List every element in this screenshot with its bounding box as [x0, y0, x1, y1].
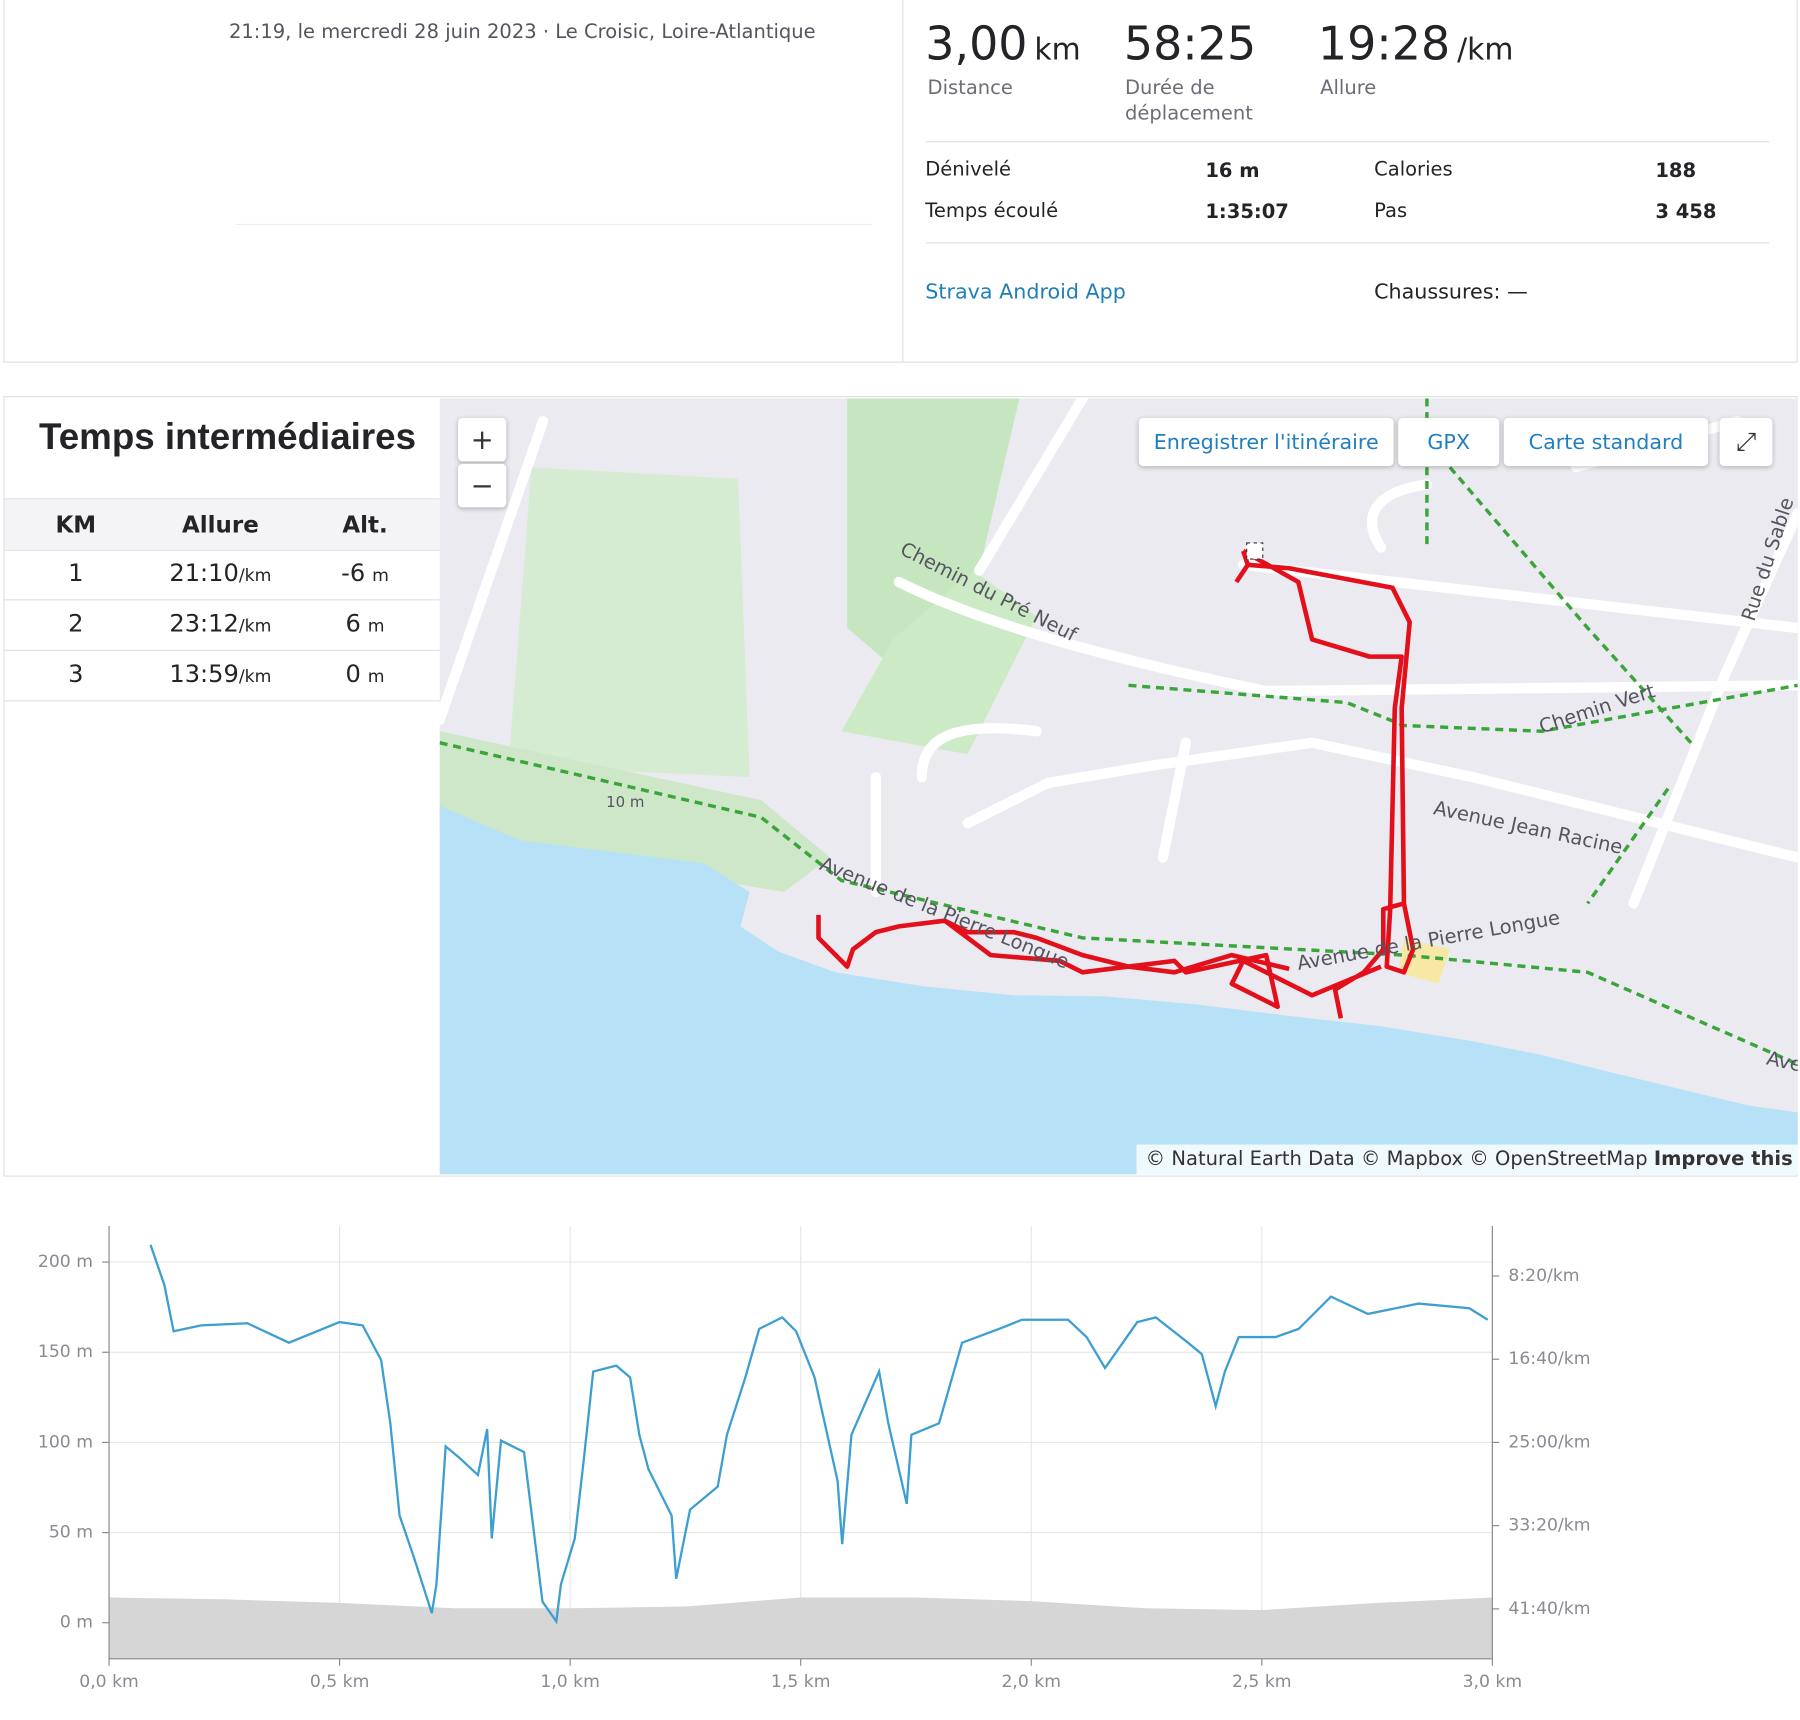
- device-link[interactable]: Strava Android App: [925, 280, 1126, 305]
- shoes: Chaussures: —: [1374, 280, 1528, 305]
- y2-tick-label: 8:20/km: [1508, 1266, 1579, 1286]
- attribution: © Natural Earth Data © Mapbox © OpenStre…: [1136, 1144, 1800, 1175]
- stat-label: Calories: [1374, 158, 1453, 182]
- alt-value: 6: [345, 609, 361, 638]
- attribution-text: © Natural Earth Data © Mapbox © OpenStre…: [1145, 1147, 1648, 1171]
- alt-unit: m: [367, 615, 385, 636]
- sea: [439, 805, 1798, 1175]
- park: [439, 731, 830, 892]
- row-divider: [4, 700, 440, 702]
- stat-label: Temps écoulé: [925, 199, 1059, 223]
- x-tick-label: 2,0 km: [1001, 1672, 1061, 1692]
- stat-value: 16 m: [1205, 159, 1260, 183]
- gpx-button[interactable]: GPX: [1398, 417, 1500, 467]
- divider: [902, 0, 904, 362]
- alt-unit: m: [367, 665, 385, 687]
- pace-value: 23:12: [169, 609, 239, 638]
- stat-label: Pas: [1374, 199, 1408, 223]
- elevation-area: [109, 1597, 1493, 1659]
- divider: [235, 223, 873, 226]
- split-pace: 13:59/km: [140, 660, 301, 688]
- y2-tick-label: 41:40/km: [1508, 1599, 1590, 1619]
- finish-flag: [1246, 542, 1264, 560]
- stat-value: 3,00 km: [925, 18, 1080, 71]
- zoom-out[interactable]: −: [458, 463, 507, 508]
- pace-unit: /km: [238, 665, 272, 687]
- stat-label: Durée de déplacement: [1125, 76, 1253, 126]
- elevation-pace-chart: 0,0 km 0,5 km 1,0 km 1,5 km 2,0 km 2,5 km 3,0 …: [38, 1226, 1591, 1692]
- column-header: KM: [55, 510, 97, 539]
- stat-label: Distance: [927, 76, 1013, 100]
- park: [508, 467, 750, 778]
- y-tick-label: 150 m: [38, 1342, 93, 1362]
- stat-value: 3 458: [1655, 200, 1717, 224]
- stat-unit: /km: [1457, 33, 1514, 68]
- summary-card: [3, 0, 1798, 363]
- x-tick-label: 3,0 km: [1463, 1672, 1523, 1692]
- zoom-in[interactable]: +: [458, 417, 507, 462]
- park: [847, 398, 1020, 663]
- column-header: Alt.: [342, 510, 388, 539]
- divider: [925, 141, 1770, 143]
- pace-unit: /km: [238, 564, 272, 586]
- split-km: 3: [68, 660, 84, 688]
- stat-value: 1:35:07: [1205, 200, 1289, 224]
- row-divider: [4, 649, 440, 651]
- y-tick-label: 0 m: [60, 1613, 93, 1633]
- splits-header: [4, 498, 440, 552]
- alt-value: -6: [341, 559, 366, 587]
- y-tick-label: 50 m: [49, 1523, 93, 1543]
- stat-label: Dénivelé: [925, 158, 1012, 182]
- split-pace: 23:12/km: [140, 610, 301, 638]
- splits-title: Temps intermédiaires: [39, 415, 417, 457]
- activity-date: 21:19, le mercredi 28 juin 2023 · Le Cro…: [228, 20, 816, 44]
- x-tick-label: 1,5 km: [771, 1672, 831, 1692]
- split-km: 1: [68, 559, 84, 587]
- improve-link[interactable]: Improve this map: [1653, 1147, 1800, 1171]
- alt-value: 0: [345, 660, 361, 688]
- stat-unit: km: [1034, 33, 1081, 68]
- map-style-button[interactable]: Carte standard: [1503, 417, 1709, 467]
- pace-unit: /km: [238, 615, 272, 636]
- split-pace: 21:10/km: [140, 559, 301, 587]
- x-tick-label: 2,5 km: [1232, 1672, 1292, 1692]
- row-divider: [4, 599, 440, 601]
- y2-tick-label: 33:20/km: [1508, 1516, 1590, 1536]
- contour-label: 10 m: [606, 793, 644, 811]
- y-tick-label: 100 m: [38, 1432, 93, 1452]
- pace-value: 21:10: [169, 559, 239, 587]
- alt-unit: m: [372, 564, 389, 586]
- fullscreen-button[interactable]: ⤢: [1719, 417, 1773, 467]
- stat-value: 188: [1655, 159, 1697, 183]
- pace-value: 13:59: [169, 660, 239, 688]
- pace-line: [149, 1244, 1489, 1625]
- divider: [925, 242, 1770, 244]
- y-tick-label: 200 m: [38, 1252, 93, 1272]
- stat-number: 3,00: [925, 18, 1028, 72]
- map[interactable]: Chemin du Pré Neuf Chemin Vert Avenue Je…: [439, 398, 1798, 1175]
- stat-number: 58:25: [1123, 18, 1257, 72]
- y2-tick-label: 16:40/km: [1508, 1349, 1590, 1369]
- x-tick-label: 1,0 km: [540, 1672, 600, 1692]
- split-km: 2: [68, 609, 84, 638]
- column-header: Allure: [182, 510, 259, 539]
- stat-label: Allure: [1320, 76, 1377, 100]
- stat-value: 19:28/km: [1318, 18, 1514, 71]
- stat-value: 58:25: [1124, 18, 1256, 71]
- x-tick-label: 0,5 km: [310, 1672, 370, 1692]
- stat-number: 19:28: [1317, 18, 1451, 72]
- x-tick-label: 0,0 km: [79, 1672, 139, 1692]
- y2-tick-label: 25:00/km: [1508, 1432, 1590, 1452]
- save-route-button[interactable]: Enregistrer l'itinéraire: [1138, 417, 1394, 467]
- split-alt: -6 m: [285, 559, 446, 587]
- route: [816, 549, 1416, 1019]
